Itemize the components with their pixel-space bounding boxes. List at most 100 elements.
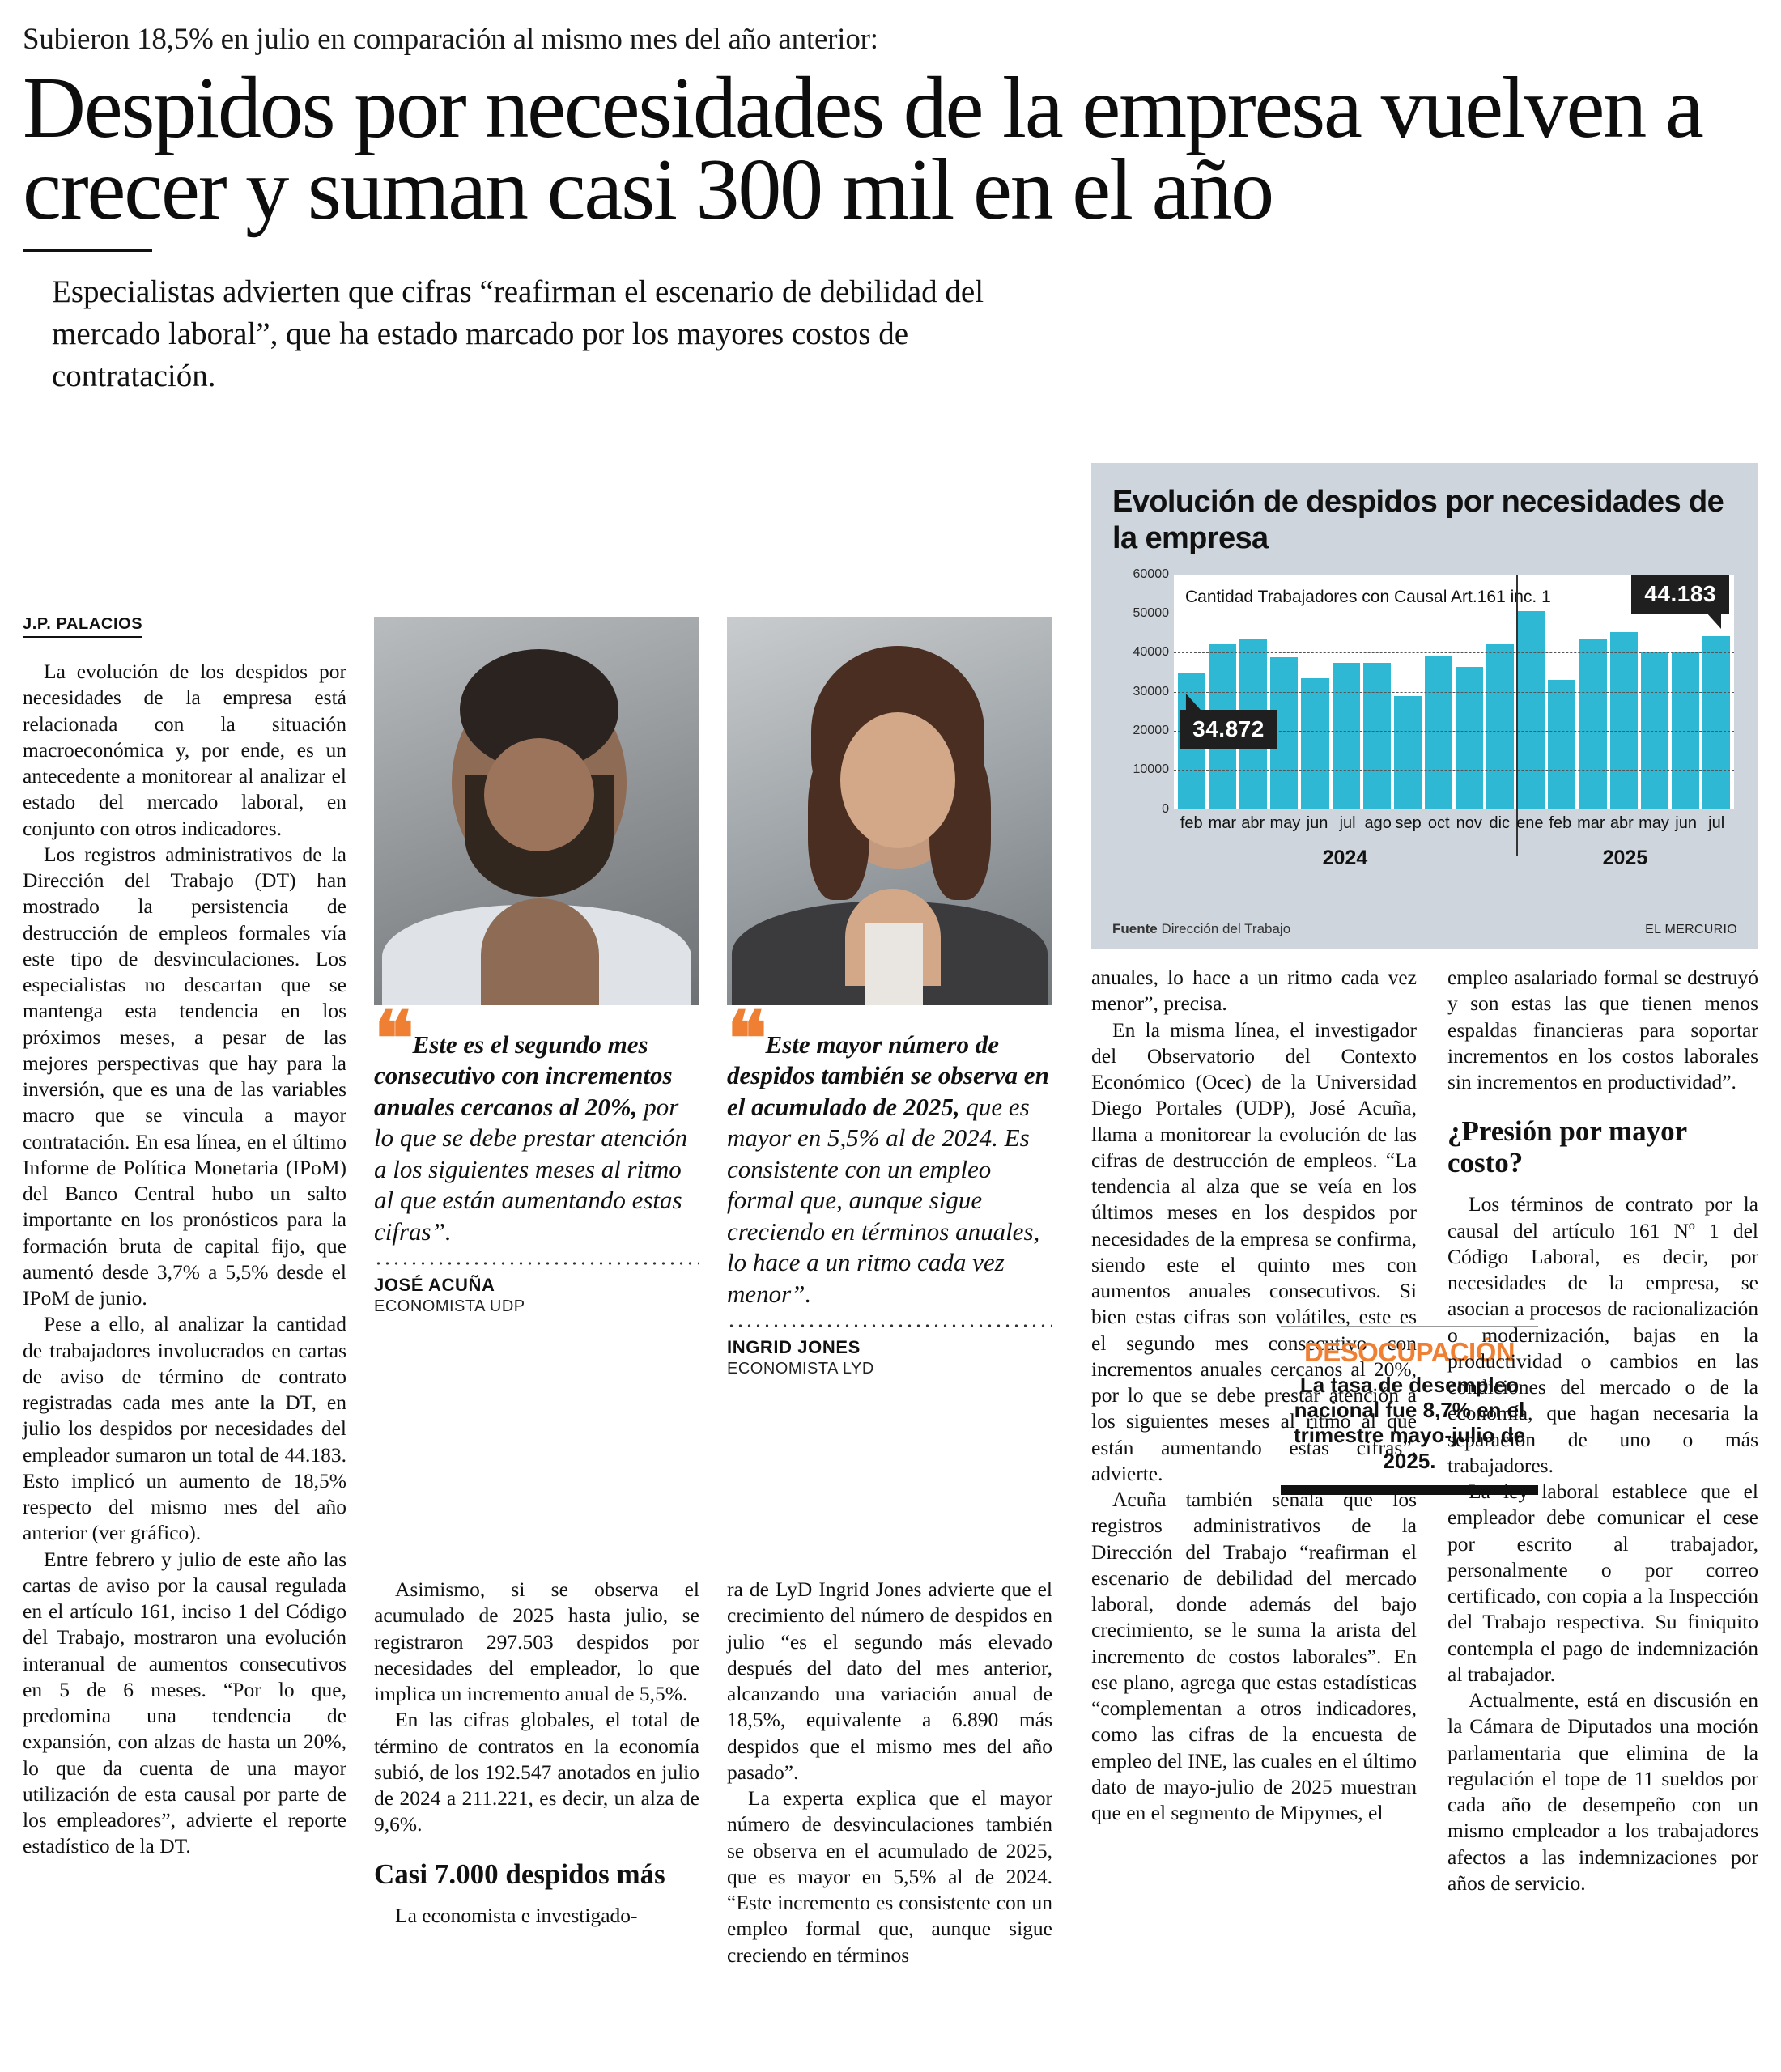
subhead-casi-7000: Casi 7.000 despidos más bbox=[374, 1858, 665, 1890]
chart-gridline bbox=[1174, 770, 1734, 771]
quote-2-name: INGRID JONES bbox=[727, 1336, 861, 1357]
body-paragraph: La economista e investigado- bbox=[395, 1904, 638, 1927]
chart-year-labels: 2024 2025 bbox=[1174, 847, 1734, 874]
chart-value-callout: 34.872 bbox=[1180, 694, 1277, 749]
chart-y-axis-labels: 60000 50000 40000 30000 20000 10000 0 bbox=[1112, 567, 1170, 816]
chart-bar bbox=[1609, 632, 1638, 809]
chart-source: Fuente Dirección del Trabajo bbox=[1112, 921, 1290, 937]
quote-1-rule bbox=[374, 1262, 699, 1266]
column-2: ❝ Este es el segundo mes consecutivo con… bbox=[374, 617, 699, 1316]
quote-mark-icon: ❝ bbox=[727, 998, 767, 1081]
body-paragraph: La ley laboral establece que el empleado… bbox=[1447, 1480, 1758, 1686]
body-paragraph: empleo asalariado formal se destruyó y s… bbox=[1447, 966, 1758, 1093]
chart-bar bbox=[1486, 643, 1515, 809]
chart-year-divider bbox=[1515, 574, 1518, 856]
chart-x-tick: ago bbox=[1364, 813, 1392, 832]
chart-bar bbox=[1393, 695, 1422, 809]
chart-x-tick: mar bbox=[1577, 813, 1605, 832]
chart-x-tick: dic bbox=[1489, 813, 1511, 832]
chart-bar bbox=[1332, 663, 1360, 809]
headline-rule bbox=[23, 248, 152, 252]
quote-2-role: ECONOMISTA LYD bbox=[727, 1359, 874, 1378]
column-5-body-after-subhead: Los términos de contrato por la causal d… bbox=[1447, 1191, 1758, 1896]
chart-y-tick: 60000 bbox=[1133, 567, 1170, 581]
body-paragraph: Asimismo, si se observa el acumulado de … bbox=[374, 1577, 699, 1705]
chart-x-tick: ene bbox=[1516, 813, 1544, 832]
quote-1-rest: por lo que se debe prestar atención a lo… bbox=[374, 1092, 688, 1246]
chart-title: Evolución de despidos por necesidades de… bbox=[1112, 485, 1724, 555]
chart-bar bbox=[1517, 611, 1545, 809]
body-paragraph: Actualmente, está en discusión en la Cám… bbox=[1447, 1688, 1758, 1895]
chart-y-tick: 30000 bbox=[1133, 684, 1170, 698]
quote-2-rest: que es mayor en 5,5% al de 2024. Es cons… bbox=[727, 1092, 1040, 1308]
chart-source-value: Dirección del Trabajo bbox=[1161, 921, 1291, 936]
chart-bar bbox=[1455, 667, 1484, 809]
chart-y-tick: 0 bbox=[1162, 801, 1169, 816]
chart-x-tick: abr bbox=[1609, 813, 1634, 832]
factoid-text: La tasa de desempleo nacional fue 8,7% e… bbox=[1293, 1373, 1526, 1473]
chart-plot: Cantidad Trabajadores con Causal Art.161… bbox=[1174, 574, 1734, 856]
chart-x-tick: sep bbox=[1395, 813, 1422, 832]
column-2-body-after-subhead: La economista e investigado- bbox=[374, 1903, 699, 1929]
column-1: J.P. PALACIOS La evolución de los despid… bbox=[23, 615, 346, 1860]
body-paragraph: La experta explica que el mayor número d… bbox=[727, 1786, 1052, 1967]
chart-x-axis-labels: feb mar abr may jun jul ago sep oct nov dic ene feb m… bbox=[1174, 814, 1734, 842]
body-paragraph: En las cifras globales, el total de térm… bbox=[374, 1708, 699, 1836]
chart-x-tick: jun bbox=[1306, 813, 1328, 832]
column-2-lower: Asimismo, si se observa el acumulado de … bbox=[374, 1577, 699, 1929]
chart-panel: Evolución de despidos por necesidades de… bbox=[1091, 463, 1758, 949]
chart-bar bbox=[1424, 655, 1452, 809]
lead-row: Especialistas advierten que cifras “reaf… bbox=[23, 265, 1758, 398]
chart-x-tick: may bbox=[1639, 813, 1669, 832]
byline: J.P. PALACIOS bbox=[23, 615, 143, 638]
quote-block-2: ❝ Este mayor número de despidos también … bbox=[727, 998, 1052, 1378]
chart-bar bbox=[1702, 636, 1730, 809]
factoid-desocupacion: DESOCUPACIÓN La tasa de desempleo nacion… bbox=[1281, 1326, 1538, 1495]
chart-bar bbox=[1640, 652, 1668, 809]
photo-ingrid-jones bbox=[727, 617, 1052, 1005]
chart-x-tick: jun bbox=[1675, 813, 1697, 832]
chart-x-tick: nov bbox=[1456, 813, 1482, 832]
body-paragraph: Los términos de contrato por la causal d… bbox=[1447, 1192, 1758, 1477]
column-2-body: Asimismo, si se observa el acumulado de … bbox=[374, 1577, 699, 1838]
subhead-presion: ¿Presión por mayor costo? bbox=[1447, 1115, 1687, 1178]
chart-x-tick: feb bbox=[1180, 813, 1203, 832]
chart-x-tick: may bbox=[1269, 813, 1301, 832]
chart-y-tick: 10000 bbox=[1133, 762, 1170, 777]
chart-year-label: 2025 bbox=[1602, 846, 1648, 869]
column-4-body: anuales, lo hace a un ritmo cada vez men… bbox=[1091, 965, 1417, 1826]
chart-plot-area: 60000 50000 40000 30000 20000 10000 0 Cantidad… bbox=[1112, 567, 1737, 869]
chart-x-tick: oct bbox=[1427, 813, 1450, 832]
column-3: ❝ Este mayor número de despidos también … bbox=[727, 617, 1052, 1378]
quote-1-bold: Este es el segundo mes consecutivo con i… bbox=[374, 1030, 673, 1121]
chart-y-tick: 40000 bbox=[1133, 645, 1170, 660]
lead-paragraph: Especialistas advierten que cifras “reaf… bbox=[52, 274, 984, 394]
chart-footer: Fuente Dirección del Trabajo EL MERCURIO bbox=[1112, 921, 1737, 937]
chart-gridline bbox=[1174, 691, 1734, 693]
chart-x-tick: abr bbox=[1241, 813, 1265, 832]
quote-block-1: ❝ Este es el segundo mes consecutivo con… bbox=[374, 1002, 699, 1316]
column-4: anuales, lo hace a un ritmo cada vez men… bbox=[1091, 965, 1417, 1826]
chart-value-callout: 44.183 bbox=[1631, 575, 1729, 630]
body-paragraph: Acuña también señala que los registros a… bbox=[1091, 1488, 1417, 1824]
quote-1-name: JOSÉ ACUÑA bbox=[374, 1275, 495, 1296]
column-1-body: La evolución de los despidos por necesid… bbox=[23, 659, 346, 1860]
factoid-title: DESOCUPACIÓN bbox=[1304, 1337, 1515, 1367]
chart-bar bbox=[1579, 639, 1607, 809]
chart-x-tick: jul bbox=[1708, 813, 1725, 832]
factoid-bottom-rule bbox=[1281, 1484, 1538, 1495]
column-3-lower: ra de LyD Ingrid Jones advierte que el c… bbox=[727, 1577, 1052, 1968]
body-paragraph: Entre febrero y julio de este año las ca… bbox=[23, 1547, 346, 1858]
chart-source-label: Fuente bbox=[1112, 921, 1158, 936]
chart-bar bbox=[1362, 663, 1391, 809]
chart-bar bbox=[1548, 680, 1576, 809]
column-5-body: empleo asalariado formal se destruyó y s… bbox=[1447, 965, 1758, 1095]
chart-x-tick: feb bbox=[1549, 813, 1572, 832]
quote-2-rule bbox=[727, 1323, 1052, 1327]
quote-1-role: ECONOMISTA UDP bbox=[374, 1297, 525, 1316]
chart-x-tick: jul bbox=[1339, 813, 1356, 832]
body-paragraph: Los registros administrativos de la Dire… bbox=[23, 842, 346, 1310]
body-paragraph: anuales, lo hace a un ritmo cada vez men… bbox=[1091, 966, 1417, 1016]
kicker: Subieron 18,5% en julio en comparación a… bbox=[23, 23, 878, 56]
